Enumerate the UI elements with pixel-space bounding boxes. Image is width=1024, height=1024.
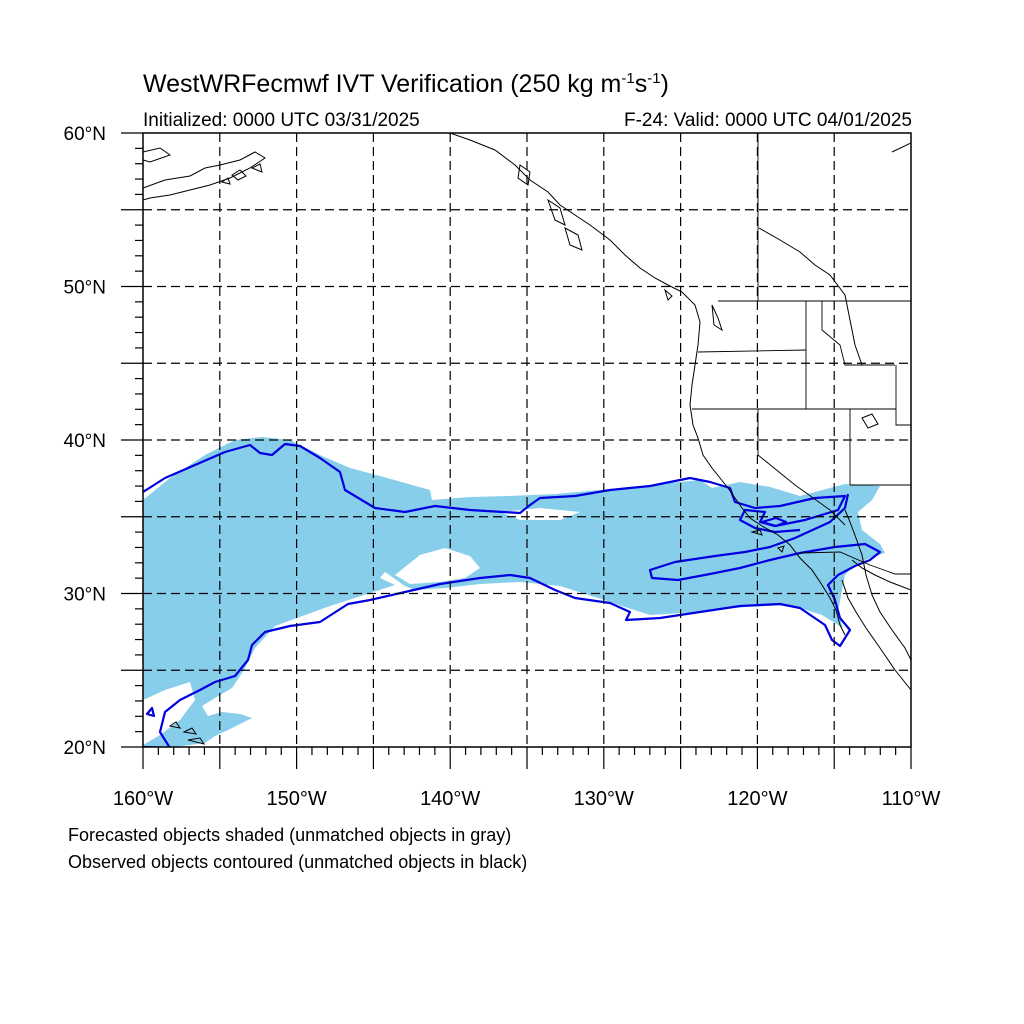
lon-tick-label: 140°W — [420, 788, 480, 810]
utah-wyoming-border — [895, 365, 911, 426]
forecast-object-gap-2 — [500, 508, 580, 520]
lat-tick-label: 50°N — [64, 278, 106, 299]
idaho-border — [805, 301, 895, 409]
gulf-california-coast — [851, 559, 911, 591]
us-mexico-border — [799, 551, 911, 575]
baja-coast — [841, 509, 911, 691]
observed-contour-small — [760, 516, 788, 528]
observed-contour-hawaii — [145, 706, 156, 718]
axis-ticks — [121, 132, 912, 769]
forecast-object-main — [143, 437, 885, 747]
legend-forecast-note: Forecasted objects shaded (unmatched obj… — [68, 825, 512, 845]
nevada-ca-border — [757, 409, 846, 526]
valid-time-label: F-24: Valid: 0000 UTC 04/01/2025 — [624, 110, 912, 131]
lat-tick-label: 60°N — [64, 124, 106, 145]
lon-tick-label: 110°W — [882, 788, 941, 810]
latitude-labels: 60°N 50°N 40°N 30°N 20°N — [64, 124, 106, 759]
alaska-islands — [220, 163, 263, 185]
hawaii-islands — [168, 721, 206, 745]
forecast-objects — [143, 437, 885, 747]
lon-tick-label: 160°W — [113, 788, 173, 810]
plot-frame — [142, 132, 912, 748]
lat-tick-label: 40°N — [64, 431, 106, 452]
init-time-label: Initialized: 0000 UTC 03/31/2025 — [143, 110, 420, 131]
chart-title: WestWRFecmwf IVT Verification (250 kg m-… — [143, 70, 669, 98]
forecast-object-gap-3 — [143, 682, 195, 745]
observed-objects — [143, 442, 882, 747]
lon-tick-label: 120°W — [727, 788, 787, 810]
lat-tick-label: 30°N — [64, 585, 106, 606]
coastlines — [143, 133, 911, 745]
wa-or-border — [697, 349, 807, 353]
observed-contour-south — [143, 493, 882, 747]
longitude-labels: 160°W 150°W 140°W 130°W 120°W 110°W — [113, 788, 941, 810]
lon-tick-label: 150°W — [266, 788, 326, 810]
northern-canada-coast — [758, 142, 911, 366]
islands-bc — [517, 164, 723, 332]
forecast-object-gap-1 — [395, 548, 480, 584]
alaska-coast — [143, 147, 266, 201]
great-salt-lake — [861, 413, 879, 429]
lon-tick-label: 130°W — [574, 788, 634, 810]
legend-observed-note: Observed objects contoured (unmatched ob… — [68, 852, 528, 872]
graticule — [143, 133, 911, 747]
lat-tick-label: 20°N — [64, 738, 106, 759]
